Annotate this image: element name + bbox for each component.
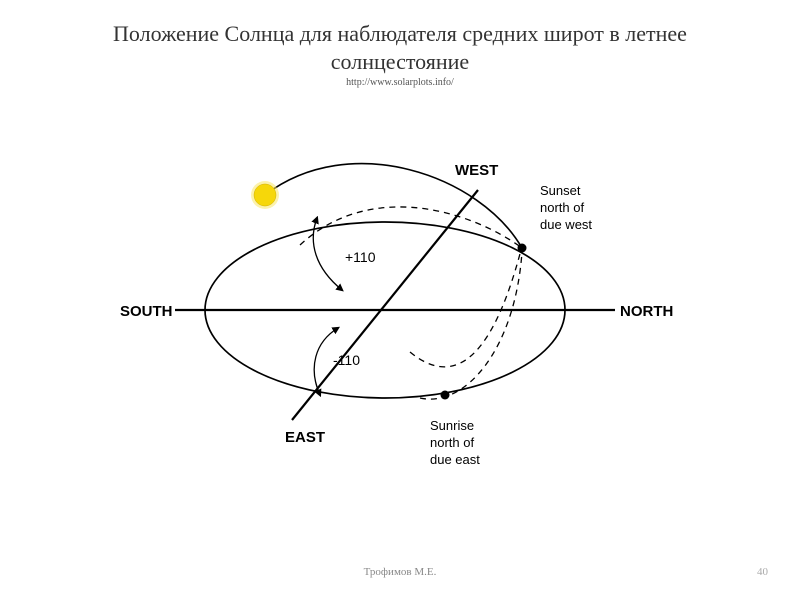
slide-title-block: Положение Солнца для наблюдателя средних… — [40, 20, 760, 90]
annot-sunrise-l2: north of — [430, 435, 474, 450]
title-line-2: солнцестояние — [40, 48, 760, 76]
sun-arc-lower-dashed-1 — [410, 250, 521, 367]
footer-page-number: 40 — [757, 566, 768, 578]
label-east: EAST — [285, 429, 325, 446]
label-south: SOUTH — [120, 303, 173, 320]
slide: Положение Солнца для наблюдателя средних… — [0, 0, 800, 600]
annot-sunset-l1: Sunset — [540, 183, 581, 198]
sunset-point — [518, 244, 527, 253]
sun-arc-lower-dashed-2 — [420, 252, 522, 399]
title-source-url: http://www.solarplots.info/ — [40, 77, 760, 90]
footer-author: Трофимов М.Е. — [0, 566, 800, 578]
annot-sunrise-l3: due east — [430, 452, 480, 467]
label-north: NORTH — [620, 303, 673, 320]
sunrise-point — [441, 391, 450, 400]
annot-sunset-l3: due west — [540, 217, 592, 232]
sun-arc-inner-dashed — [300, 207, 522, 248]
diagram-svg: WEST EAST SOUTH NORTH +110 -110 Sunset n… — [120, 120, 680, 500]
annot-sunrise-l1: Sunrise — [430, 418, 474, 433]
solar-path-diagram: WEST EAST SOUTH NORTH +110 -110 Sunset n… — [120, 120, 680, 500]
label-az-minus: -110 — [333, 352, 360, 368]
label-az-plus: +110 — [345, 249, 376, 265]
title-line-1: Положение Солнца для наблюдателя средних… — [40, 20, 760, 48]
east-west-line — [292, 190, 478, 420]
sun-icon — [254, 184, 276, 206]
annot-sunset-l2: north of — [540, 200, 584, 215]
label-west: WEST — [455, 162, 498, 179]
